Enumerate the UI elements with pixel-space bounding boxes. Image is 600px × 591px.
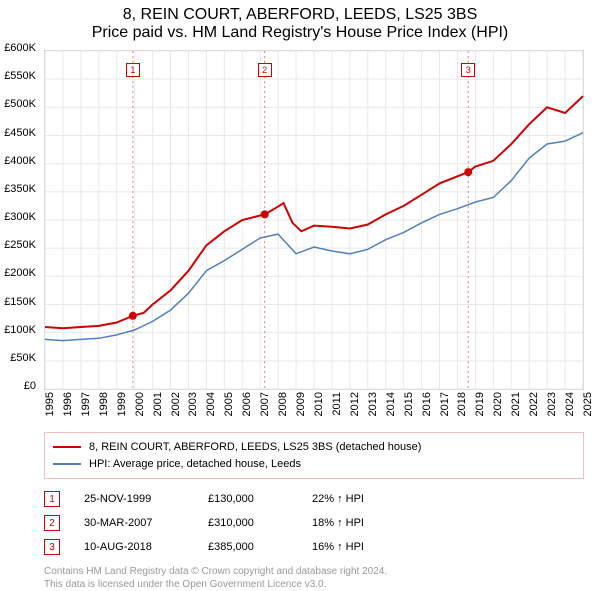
x-tick: 2023: [546, 392, 558, 416]
x-tick: 2007: [259, 392, 271, 416]
x-tick: 1996: [62, 392, 74, 416]
x-tick: 1998: [98, 392, 110, 416]
y-tick: £350K: [4, 183, 36, 195]
legend-label-property: 8, REIN COURT, ABERFORD, LEEDS, LS25 3BS…: [89, 439, 421, 456]
y-tick: £50K: [10, 352, 36, 364]
title-line-2: Price paid vs. HM Land Registry's House …: [0, 24, 600, 42]
y-tick: £550K: [4, 70, 36, 82]
x-tick: 2005: [223, 392, 235, 416]
y-tick: £600K: [4, 42, 36, 54]
legend-swatch-property: [53, 446, 81, 448]
x-tick: 2016: [421, 392, 433, 416]
footer-line-1: Contains HM Land Registry data © Crown c…: [44, 565, 584, 578]
event-price: £385,000: [208, 541, 288, 553]
legend: 8, REIN COURT, ABERFORD, LEEDS, LS25 3BS…: [44, 432, 584, 479]
event-change: 16% ↑ HPI: [312, 541, 412, 553]
chart-event-marker-1: 1: [126, 63, 140, 77]
chart-plot: 1 2 3: [44, 50, 584, 390]
event-change: 22% ↑ HPI: [312, 493, 412, 505]
x-tick: 2010: [313, 392, 325, 416]
x-tick: 2019: [474, 392, 486, 416]
footer-line-2: This data is licensed under the Open Gov…: [44, 578, 584, 591]
event-row: 3 10-AUG-2018 £385,000 16% ↑ HPI: [44, 535, 584, 559]
x-tick: 2006: [241, 392, 253, 416]
x-tick: 2011: [331, 392, 343, 416]
event-date: 25-NOV-1999: [84, 493, 184, 505]
legend-item-property: 8, REIN COURT, ABERFORD, LEEDS, LS25 3BS…: [53, 439, 575, 456]
legend-swatch-hpi: [53, 463, 81, 465]
chart-event-marker-2: 2: [258, 63, 272, 77]
event-date: 10-AUG-2018: [84, 541, 184, 553]
chart-event-marker-3: 3: [461, 63, 475, 77]
x-tick: 2018: [456, 392, 468, 416]
y-tick: £200K: [4, 267, 36, 279]
legend-label-hpi: HPI: Average price, detached house, Leed…: [89, 456, 301, 473]
event-marker: 2: [44, 515, 60, 531]
y-tick: £250K: [4, 239, 36, 251]
x-tick: 2024: [564, 392, 576, 416]
x-tick: 2022: [528, 392, 540, 416]
event-marker: 3: [44, 539, 60, 555]
x-tick: 2003: [187, 392, 199, 416]
x-tick: 2002: [170, 392, 182, 416]
y-tick: £150K: [4, 296, 36, 308]
x-tick: 2012: [349, 392, 361, 416]
y-tick: £450K: [4, 127, 36, 139]
event-change: 18% ↑ HPI: [312, 517, 412, 529]
event-price: £310,000: [208, 517, 288, 529]
x-tick: 2020: [492, 392, 504, 416]
event-date: 30-MAR-2007: [84, 517, 184, 529]
x-axis: 1995 1996 1997 1998 1999 2000 2001 2002 2003 2004…: [44, 392, 584, 428]
y-axis: £0£50K£100K£150K£200K£250K£300K£350K£400…: [0, 48, 40, 388]
x-tick: 2015: [403, 392, 415, 416]
events-table: 1 25-NOV-1999 £130,000 22% ↑ HPI 2 30-MAR-200…: [44, 487, 584, 559]
x-tick: 1995: [44, 392, 56, 416]
event-row: 1 25-NOV-1999 £130,000 22% ↑ HPI: [44, 487, 584, 511]
y-tick: £400K: [4, 155, 36, 167]
x-tick: 2021: [510, 392, 522, 416]
x-tick: 2004: [205, 392, 217, 416]
legend-item-hpi: HPI: Average price, detached house, Leed…: [53, 456, 575, 473]
x-tick: 2013: [367, 392, 379, 416]
x-tick: 2025: [582, 392, 594, 416]
chart-title: 8, REIN COURT, ABERFORD, LEEDS, LS25 3BS…: [0, 0, 600, 44]
y-tick: £100K: [4, 324, 36, 336]
x-tick: 2017: [439, 392, 451, 416]
y-tick: £0: [24, 380, 36, 392]
y-tick: £500K: [4, 98, 36, 110]
event-row: 2 30-MAR-2007 £310,000 18% ↑ HPI: [44, 511, 584, 535]
x-tick: 2008: [277, 392, 289, 416]
event-price: £130,000: [208, 493, 288, 505]
x-tick: 2009: [295, 392, 307, 416]
y-tick: £300K: [4, 211, 36, 223]
event-marker: 1: [44, 491, 60, 507]
x-tick: 2001: [152, 392, 164, 416]
x-tick: 2014: [385, 392, 397, 416]
x-tick: 1997: [80, 392, 92, 416]
x-tick: 1999: [116, 392, 128, 416]
footer-attribution: Contains HM Land Registry data © Crown c…: [44, 565, 584, 591]
x-tick: 2000: [134, 392, 146, 416]
title-line-1: 8, REIN COURT, ABERFORD, LEEDS, LS25 3BS: [0, 6, 600, 24]
